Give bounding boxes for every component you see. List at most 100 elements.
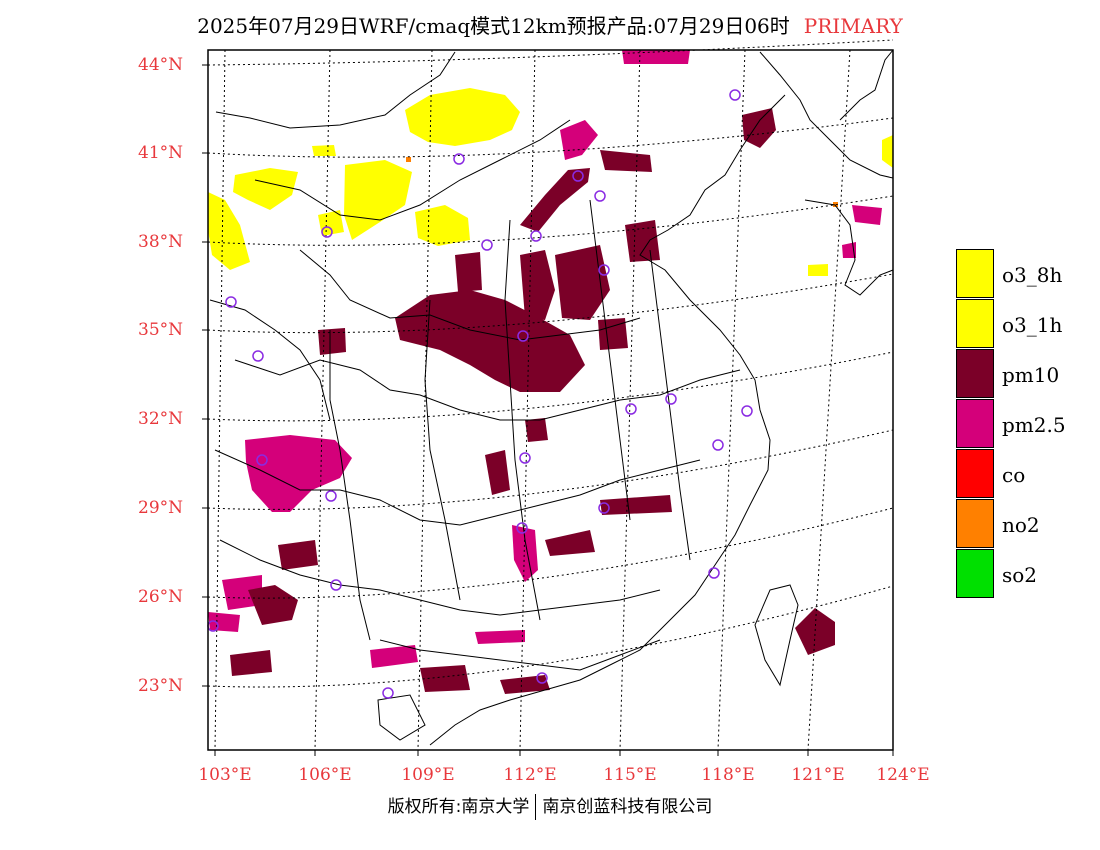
o3-region-coast [882,135,893,168]
legend-item-no2: no2 [956,499,1100,549]
pm10-region-zj [600,495,672,515]
station-marker [517,330,529,342]
lat-label-23n: 23°N [138,676,184,696]
legend-item-pm25: pm2.5 [956,399,1100,449]
taiwan [754,584,799,687]
station-marker [453,153,465,165]
legend-label: o3_8h [1002,263,1063,287]
station-marker [665,393,677,405]
pm10-region-w [318,328,346,355]
station-marker [530,230,542,242]
station-marker [256,454,268,466]
o3-region-small2 [415,205,470,246]
pm25-region-north [560,120,598,160]
lon-label-106e: 106°E [298,765,352,785]
meridian-121e [807,49,851,751]
pm25-region-south2 [475,630,525,644]
station-marker [321,226,333,238]
parallel-41n [207,117,894,158]
pm10-region-s2 [420,665,470,692]
station-marker [536,672,548,684]
graticule [207,39,894,751]
pm10-region-ne [742,108,776,148]
parallel-29n [207,429,894,510]
pm25-region-yunnan [222,575,262,610]
prov-8 [589,199,631,521]
pm25-region-south1 [370,645,418,668]
station-marker [625,403,637,415]
meridian-106e [314,49,331,751]
axis-ticks [202,64,894,756]
prov-3 [214,449,701,526]
o3-region-small1 [312,145,336,156]
station-marker [225,296,237,308]
coastline [429,94,786,746]
meridian-112e [519,49,536,751]
pm10-region-shanxi [520,250,555,320]
prov-6 [424,299,461,601]
title-text: 2025年07月29日WRF/cmaq模式12km预报产品:07月29日06时 [197,14,790,38]
pollution-layer [208,50,893,694]
korea [839,49,894,121]
parallel-35n [207,273,894,334]
parallel-23n [207,585,894,688]
pm10-region-se2 [625,220,660,262]
prov-10 [254,119,571,221]
station-marker [598,264,610,276]
parallel-44n [207,39,894,66]
legend-swatch [956,549,994,598]
legend-swatch [956,399,994,448]
o3-region-edge [208,192,250,270]
legend-item-so2: so2 [956,549,1100,599]
lat-label-44n: 44°N [138,55,184,75]
legend: o3_8h o3_1h pm10 pm2.5 co no2 so2 [956,249,1100,599]
boundaries [209,49,894,746]
legend-swatch [956,299,994,348]
legend-label: pm10 [1002,363,1060,387]
pm10-region-gz1 [278,540,318,570]
title-tag: PRIMARY [803,14,903,38]
lat-label-35n: 35°N [138,320,184,340]
lat-label-38n: 38°N [138,232,184,252]
pm10-region-taiwan-sea [795,608,835,655]
lon-label-124e: 124°E [876,765,930,785]
copyright-footer: 版权所有:南京大学 南京创蓝科技有限公司 [0,792,1100,820]
o3-region-inner [344,160,412,240]
map-title: 2025年07月29日WRF/cmaq模式12km预报产品:07月29日06时 P… [0,10,1100,39]
lat-label-26n: 26°N [138,587,184,607]
prov-11 [209,299,331,421]
parallel-32n [207,351,894,422]
northern-border [215,51,456,129]
station-marker [712,439,724,451]
station-marker [252,350,264,362]
legend-label: no2 [1002,513,1040,537]
station-marker [519,452,531,464]
meridian-115e [619,49,641,751]
lon-label-121e: 121°E [791,765,845,785]
prov-4 [219,539,661,616]
pm10-region-shaanxi [455,252,482,292]
station-marker [572,170,584,182]
station-marker [598,502,610,514]
pm10-region-central [395,290,585,392]
station-marker [481,239,493,251]
lon-label-115e: 115°E [603,765,657,785]
station-marker [708,567,720,579]
station-marker [325,490,337,502]
pm10-region-diag [520,168,590,232]
pm10-region-hebei [555,245,610,320]
pm25-region-top [622,50,690,64]
station-marker [516,522,528,534]
korea2 [804,199,894,296]
hainan-hint [377,694,426,741]
legend-item-o3-8h: o3_8h [956,249,1100,299]
meridian-109e [417,49,433,751]
footer-divider [535,794,537,820]
pm10-region-n2 [600,150,652,172]
prov-12 [379,639,661,671]
legend-swatch [956,249,994,298]
prov-7 [504,219,541,621]
lon-label-118e: 118°E [701,765,755,785]
station-marker [741,405,753,417]
